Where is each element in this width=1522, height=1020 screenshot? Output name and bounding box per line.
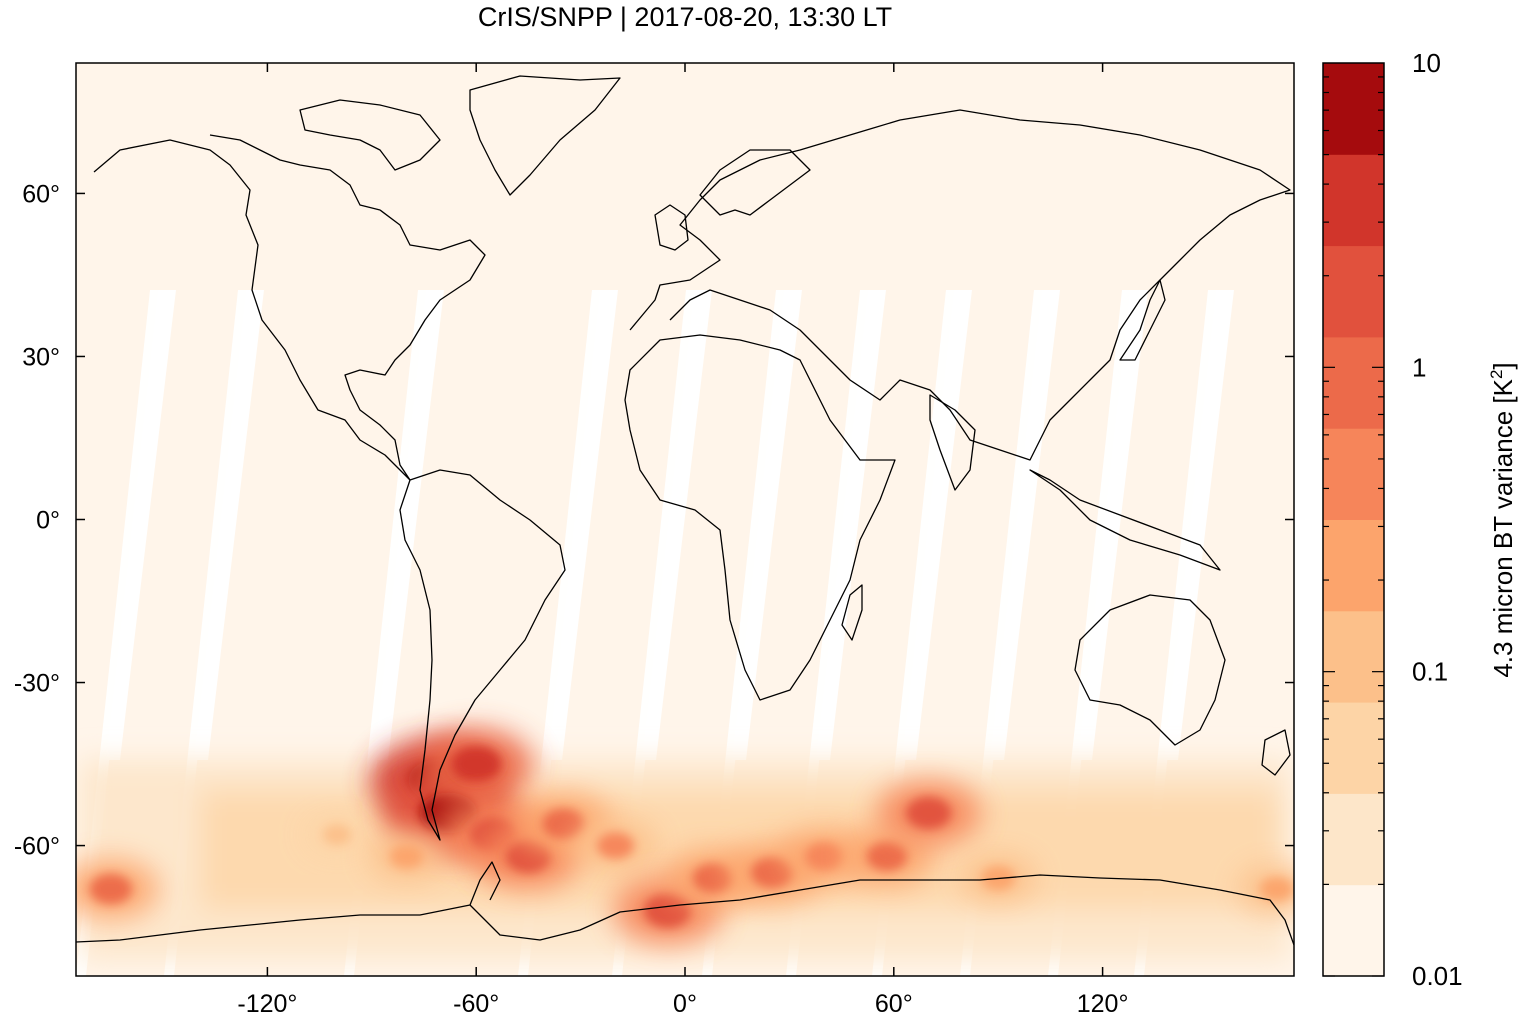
colorbar-segment [1323,154,1384,247]
hotspot-core [542,808,585,839]
coast-new-zealand [1261,729,1291,776]
axis-ticks [76,63,1294,976]
colorbar-segment [1323,702,1384,794]
colorbar [1323,63,1384,977]
chart-title: CrIS/SNPP | 2017-08-20, 13:30 LT [477,2,893,32]
swath-gap [1078,290,1148,760]
colorbar-label: 4.3 micron BT variance [K2] [1487,362,1518,677]
hotspot-core [1259,877,1294,901]
hotspot-core [805,842,844,871]
hotspot-core [751,857,793,888]
coast-north-america [93,134,486,481]
hotspot-core [451,746,502,782]
swath-gap [990,290,1060,760]
y-tick-label: -30° [14,670,60,698]
colorbar-label-superscript: 2 [1487,370,1506,379]
swath-gap [816,290,886,760]
x-tick-label: 120° [1077,990,1129,1018]
swath-gap [1164,290,1234,760]
swath-gap [106,290,176,760]
coast-british-isles [654,204,689,251]
y-tick-label: 0° [36,507,60,535]
colorbar-tick-labels: 10 1 0.1 0.01 [1412,48,1463,991]
hotspot-core [692,863,734,893]
swath-gap [642,290,712,760]
colorbar-label-end: ] [1488,362,1518,369]
coast-antarctic-peninsula [469,861,501,906]
axis-labels: -120° -60° 0° 60° 120° 60° 30° 0° -30° -60° [14,180,1129,1018]
colorbar-segment [1323,63,1384,155]
coast-greenland [469,75,621,196]
coast-antarctica [76,874,1294,946]
colorbar-segment [1323,519,1384,612]
y-tick-label: -60° [14,833,60,861]
coast-eurasia [629,109,1291,461]
coastlines [76,75,1294,946]
hotspot-core [596,832,634,859]
x-tick-label: 0° [673,990,697,1018]
coast-arctic-islands [299,99,441,171]
hotspot-core [866,842,908,871]
colorbar-ticks [1323,76,1384,977]
colorbar-tick-label: 1 [1412,352,1426,382]
colorbar-tick-label: 0.1 [1412,657,1448,687]
coast-madagascar [841,584,863,641]
swath-gap [732,290,802,760]
hotspot-core [389,844,424,869]
x-tick-label: 60° [875,990,913,1018]
coast-southeast-asia [1029,469,1221,571]
colorbar-label-main: 4.3 micron BT variance [K [1488,378,1518,677]
colorbar-segment [1323,884,1384,977]
colorbar-segment [1323,245,1384,338]
hotspot-core [644,893,692,928]
swath-gap [548,290,618,760]
swath-gap [194,290,264,760]
colorbar-tick-label: 0.01 [1412,961,1463,991]
coast-africa [624,334,896,701]
y-tick-label: 60° [22,180,60,208]
x-tick-label: -120° [237,990,297,1018]
hotspot-core [322,824,352,845]
swath-gap [374,290,444,760]
colorbar-tick-label: 10 [1412,48,1441,78]
x-tick-label: -60° [453,990,499,1018]
colorbar-frame [1322,62,1385,977]
swath-gap [902,290,972,760]
coast-india [929,394,976,491]
hotspot-core [906,796,952,830]
coast-south-america [399,469,566,841]
y-tick-label: 30° [22,343,60,371]
colorbar-segment [1323,336,1384,429]
colorbar-segment [1323,610,1384,703]
hotspot-core [89,874,132,905]
coast-scandinavia [699,149,811,216]
colorbar-segment [1323,428,1384,520]
coast-japan [1119,279,1166,361]
coast-australia [1074,594,1226,746]
colorbar-segment [1323,793,1384,886]
